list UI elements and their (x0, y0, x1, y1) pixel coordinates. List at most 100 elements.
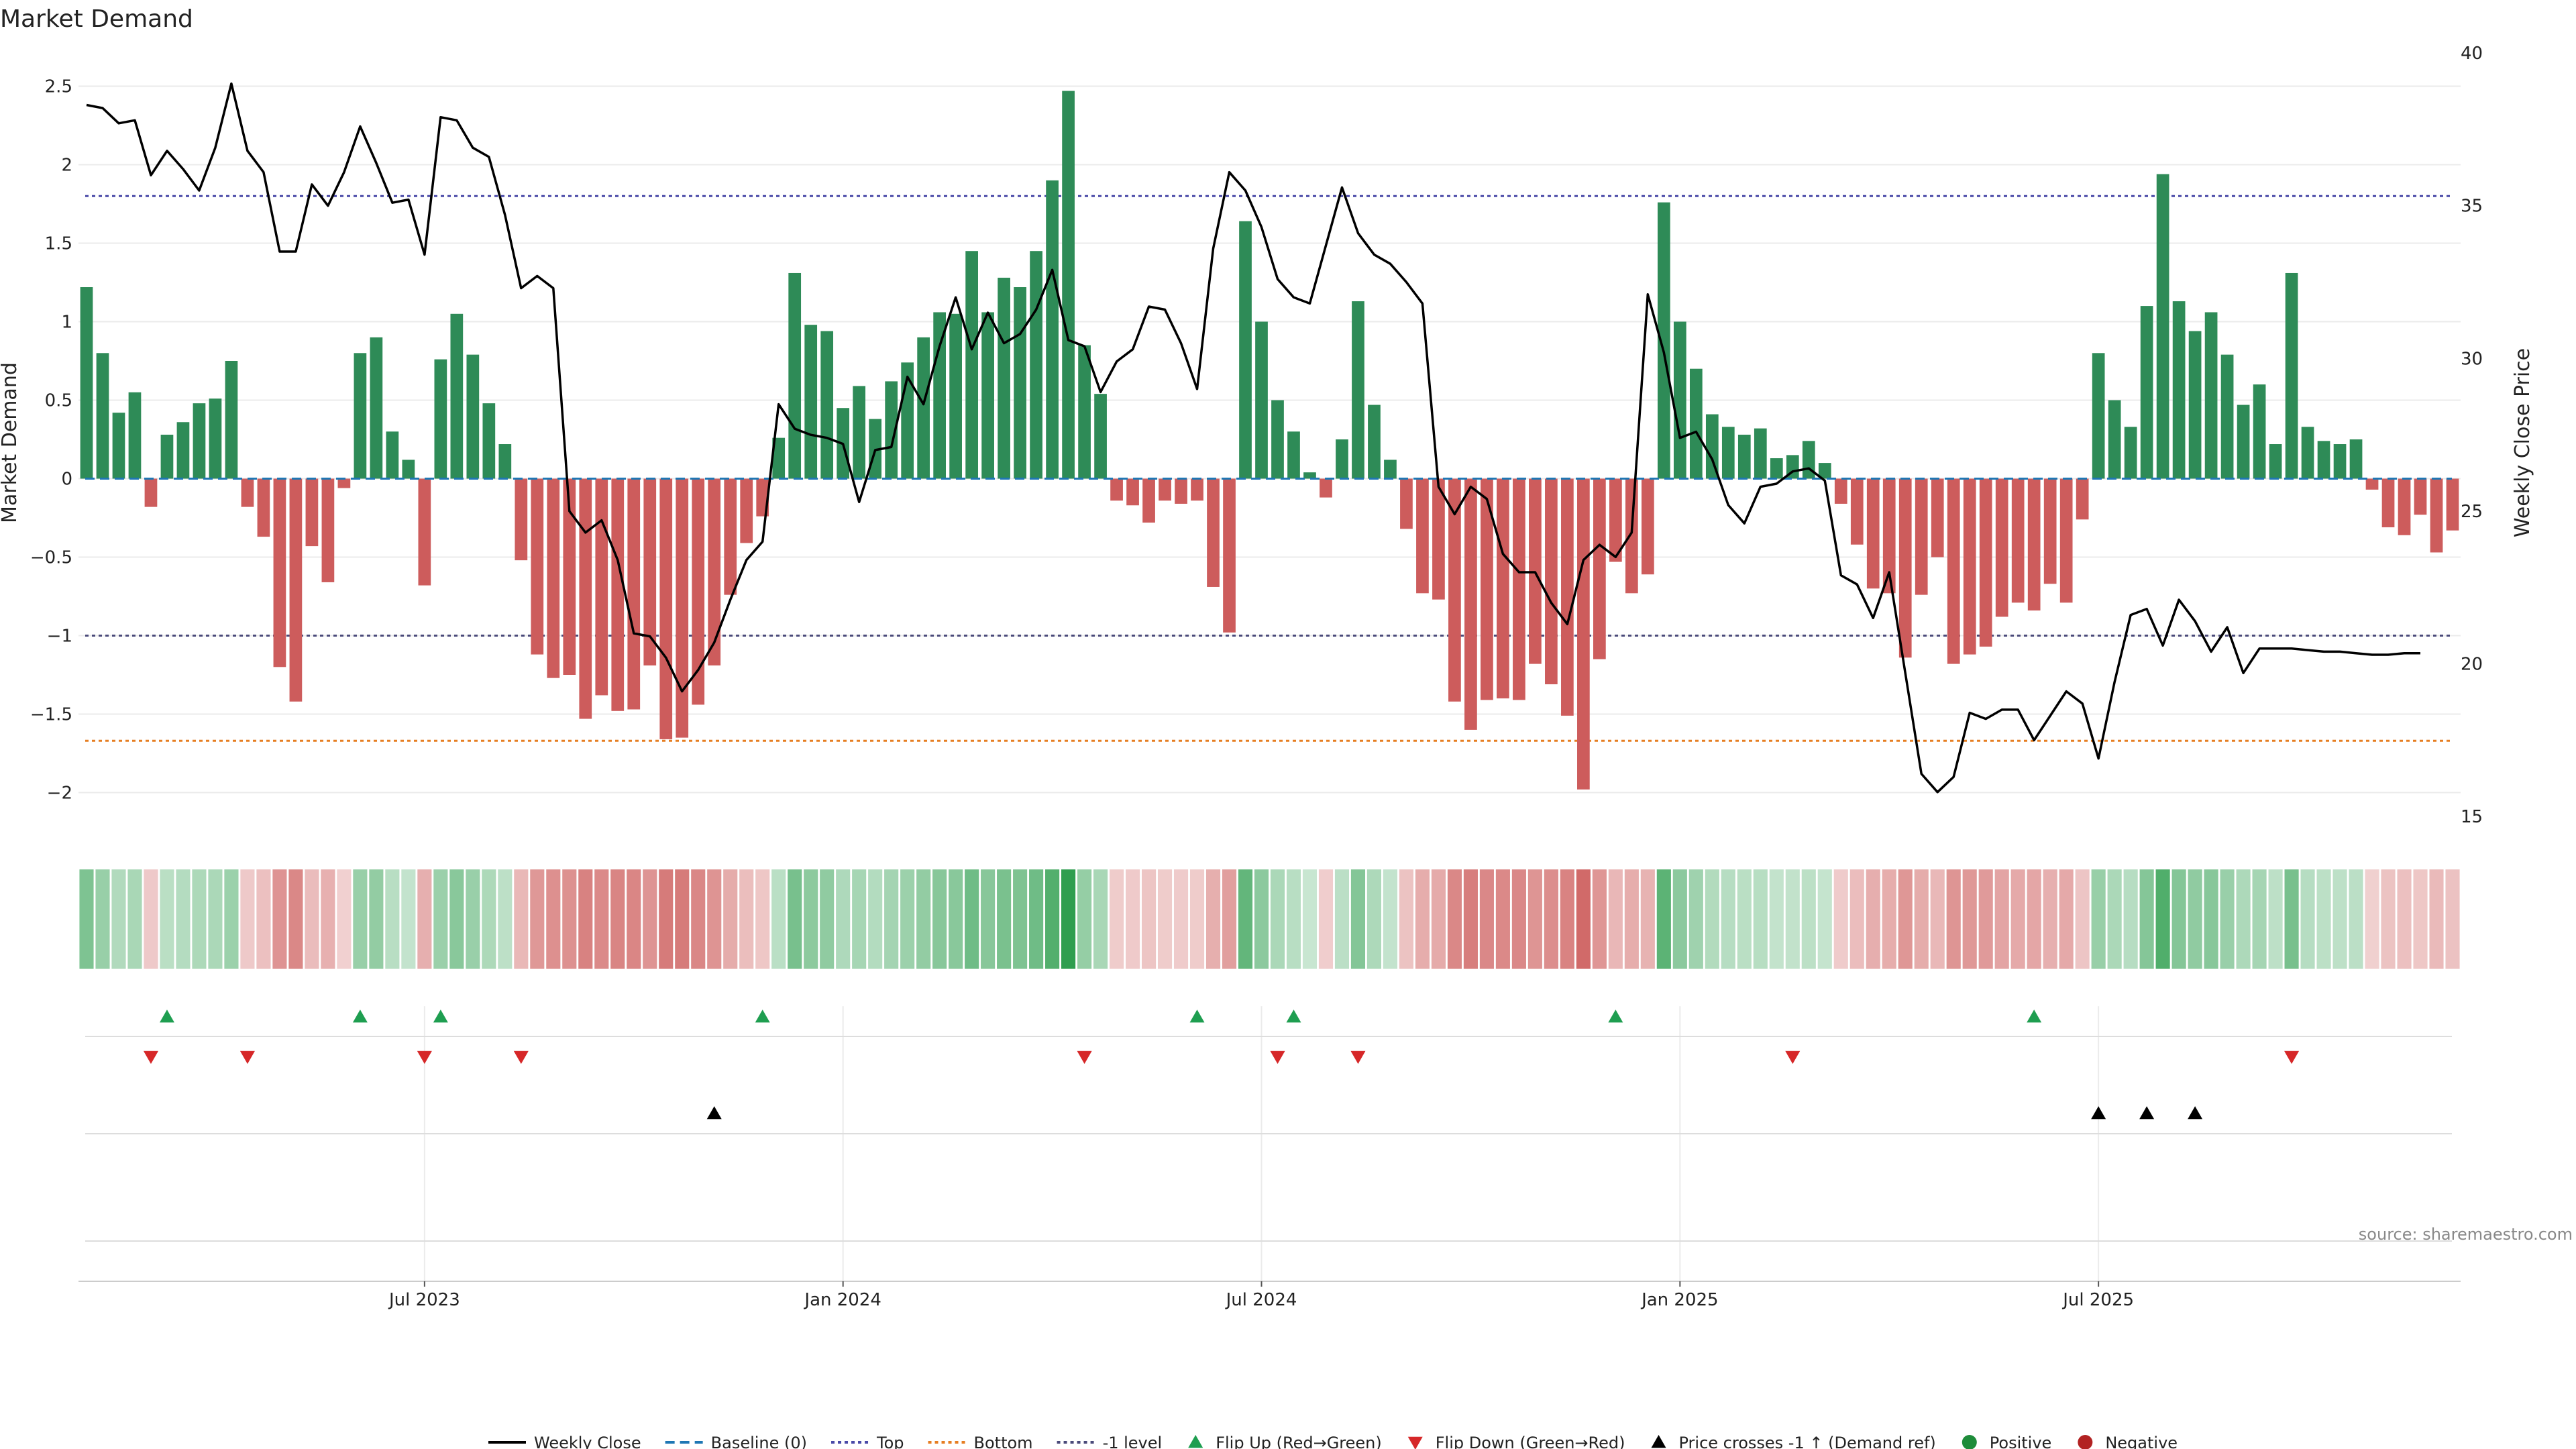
demand-bar (386, 431, 399, 479)
flip-up-marker (1608, 1010, 1623, 1023)
heat-cell (1383, 869, 1398, 969)
demand-bar (1754, 428, 1767, 479)
demand-bar (482, 403, 496, 479)
flip-up-marker (755, 1010, 770, 1023)
heat-cell (900, 869, 915, 969)
heat-cell (144, 869, 158, 969)
heat-cell (1479, 869, 1494, 969)
heat-cell (305, 869, 319, 969)
heat-cell (433, 869, 448, 969)
demand-bar (2237, 405, 2250, 479)
legend-marker-triangle-up (1188, 1435, 1203, 1448)
demand-bar (1513, 478, 1525, 700)
demand-bar (450, 313, 464, 479)
heat-cell (1270, 869, 1285, 969)
demand-bar (370, 337, 383, 479)
demand-bar (965, 251, 978, 479)
heat-cell (1511, 869, 1526, 969)
demand-bar (2124, 427, 2137, 479)
demand-bar (321, 478, 335, 582)
demand-bar (563, 478, 576, 675)
demand-bar (1625, 478, 1638, 594)
heat-cell (466, 869, 480, 969)
demand-bar (418, 478, 431, 586)
demand-bar (724, 478, 737, 595)
demand-bar (1481, 478, 1493, 700)
demand-bar (1287, 431, 1300, 479)
heat-cell (2445, 869, 2460, 969)
heat-cell (1705, 869, 1719, 969)
demand-bar (1094, 394, 1107, 479)
demand-bar (128, 392, 142, 479)
heat-cell (578, 869, 593, 969)
heat-cell (321, 869, 335, 969)
heat-cell (546, 869, 561, 969)
heat-cell (1029, 869, 1044, 969)
demand-bar (305, 478, 319, 547)
heat-cell (1962, 869, 1977, 969)
heat-cell (739, 869, 754, 969)
demand-bar (1721, 427, 1735, 479)
heat-cell (1141, 869, 1157, 969)
legend: Weekly Close Baseline (0) Top Bottom -1 leve… (488, 1434, 2178, 1449)
heat-cell (449, 869, 464, 969)
heat-cell (192, 869, 207, 969)
heat-cell (272, 869, 287, 969)
demand-bar (1979, 478, 1992, 647)
legend-marker-circle (1962, 1435, 1977, 1449)
demand-bar (1737, 434, 1751, 479)
y-tick-label: 1 (61, 313, 72, 333)
heat-cell (562, 869, 577, 969)
demand-bar (2011, 478, 2025, 603)
y-axis-ticks: −2 −1.5 −1 −0.5 0 0.5 1 1.5 2 2.5 (30, 77, 72, 804)
heat-cell (2123, 869, 2138, 969)
demand-bar (643, 478, 657, 665)
demand-bar (708, 478, 721, 665)
flip-down-marker (513, 1051, 529, 1064)
demand-bar (402, 460, 415, 479)
price-cross-marker (706, 1106, 722, 1120)
x-tick-label: Jul 2023 (388, 1290, 460, 1310)
legend-marker-triangle-down (1407, 1436, 1423, 1449)
demand-bar (1818, 463, 1831, 479)
demand-bar (1850, 478, 1864, 545)
heat-cell (707, 869, 722, 969)
demand-bar (1448, 478, 1461, 702)
y-tick-label: −2 (47, 784, 72, 804)
demand-bar (2414, 478, 2427, 515)
y-tick-label: 0 (61, 470, 72, 490)
heat-cell (594, 869, 609, 969)
heat-cell (1849, 869, 1864, 969)
heat-cell (1527, 869, 1542, 969)
demand-bar (1336, 439, 1348, 479)
heat-cell (852, 869, 867, 969)
heat-cell (820, 869, 835, 969)
x-tick-label: Jan 2024 (803, 1290, 881, 1310)
heat-cell (1994, 869, 2009, 969)
demand-bar (498, 444, 512, 479)
heat-cell (788, 869, 802, 969)
chart-title: Market Demand (0, 5, 193, 33)
heat-cell (2381, 869, 2396, 969)
heat-cell (530, 869, 545, 969)
demand-bar (1577, 478, 1590, 790)
heat-cell (482, 869, 496, 969)
price-cross-marker (2139, 1106, 2155, 1120)
heat-cell (288, 869, 303, 969)
demand-bar (176, 422, 190, 479)
heat-cell (884, 869, 899, 969)
demand-bar (466, 354, 480, 479)
demand-bar (1014, 287, 1026, 479)
demand-bar (1239, 221, 1252, 479)
heat-cell (1624, 869, 1639, 969)
demand-bar (1255, 321, 1268, 479)
heat-cell (1302, 869, 1318, 969)
demand-bar (981, 312, 994, 479)
heat-cell (224, 869, 239, 969)
demand-bar (1705, 414, 1719, 479)
flip-up-marker (159, 1010, 174, 1023)
heat-cell (675, 869, 690, 969)
heat-cell (1882, 869, 1896, 969)
demand-bar (2108, 400, 2121, 479)
demand-bar (1207, 478, 1220, 587)
